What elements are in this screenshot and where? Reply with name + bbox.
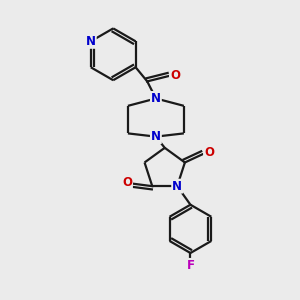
Text: O: O xyxy=(204,146,214,159)
Text: O: O xyxy=(170,69,180,82)
Text: N: N xyxy=(151,130,161,143)
Text: O: O xyxy=(122,176,132,189)
Text: N: N xyxy=(151,92,161,105)
Text: F: F xyxy=(186,259,194,272)
Text: N: N xyxy=(172,180,182,193)
Text: N: N xyxy=(86,35,96,48)
